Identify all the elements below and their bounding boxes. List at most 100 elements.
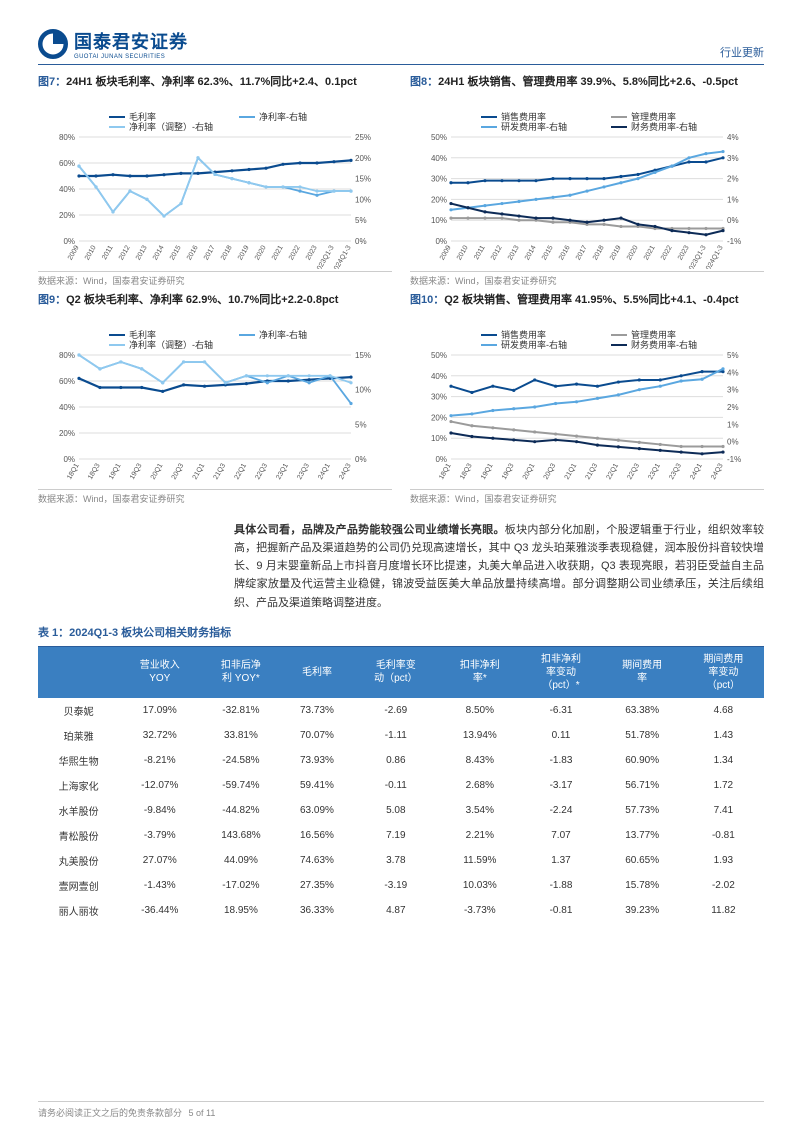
svg-text:-1%: -1%: [727, 237, 741, 246]
table-cell: -17.02%: [200, 873, 281, 898]
table-cell: 2.68%: [439, 773, 520, 798]
footer-disclaimer: 请务必阅读正文之后的免责条款部分: [38, 1108, 182, 1118]
table-cell: 7.41: [683, 798, 764, 823]
svg-text:20%: 20%: [431, 195, 447, 204]
svg-text:19Q1: 19Q1: [108, 462, 123, 480]
svg-text:1%: 1%: [727, 420, 739, 429]
table-header-cell: 扣非净利率变动（pct）*: [520, 646, 601, 698]
chart-source: 数据来源：Wind，国泰君安证券研究: [38, 271, 392, 287]
table-cell: 27.35%: [282, 873, 353, 898]
table-cell: 水羊股份: [38, 798, 119, 823]
svg-text:20Q3: 20Q3: [543, 462, 558, 480]
table-title: 表 1：2024Q1-3 板块公司相关财务指标: [38, 624, 764, 640]
table-row: 水羊股份-9.84%-44.82%63.09%5.083.54%-2.2457.…: [38, 798, 764, 823]
svg-text:80%: 80%: [59, 351, 75, 360]
table-cell: 63.09%: [282, 798, 353, 823]
table-cell: 13.77%: [602, 823, 683, 848]
svg-text:22Q1: 22Q1: [233, 462, 248, 480]
svg-text:40%: 40%: [431, 372, 447, 381]
svg-text:2011: 2011: [473, 244, 487, 261]
table-cell: 珀莱雅: [38, 723, 119, 748]
svg-text:2011: 2011: [101, 244, 115, 261]
svg-text:财务费用率-右轴: 财务费用率-右轴: [631, 121, 697, 132]
svg-text:23Q1: 23Q1: [647, 462, 662, 480]
table-cell: -2.02: [683, 873, 764, 898]
table-cell: 1.72: [683, 773, 764, 798]
table-cell: 143.68%: [200, 823, 281, 848]
svg-text:0%: 0%: [355, 237, 367, 246]
table-cell: 壹网壹创: [38, 873, 119, 898]
chart-title: 图8：24H1 板块销售、管理费用率 39.9%、5.8%同比+2.6、-0.5…: [410, 75, 764, 105]
table-row: 壹网壹创-1.43%-17.02%27.35%-3.1910.03%-1.881…: [38, 873, 764, 898]
table-cell: -0.81: [683, 823, 764, 848]
svg-text:21Q3: 21Q3: [213, 462, 228, 480]
table-row: 珀莱雅32.72%33.81%70.07%-1.1113.94%0.1151.7…: [38, 723, 764, 748]
svg-text:30%: 30%: [431, 175, 447, 184]
svg-text:毛利率: 毛利率: [129, 111, 156, 122]
svg-text:20%: 20%: [59, 211, 75, 220]
table-cell: -6.31: [520, 698, 601, 723]
svg-text:40%: 40%: [59, 185, 75, 194]
table-row: 丽人丽妆-36.44%18.95%36.33%4.87-3.73%-0.8139…: [38, 898, 764, 923]
svg-text:20Q1: 20Q1: [522, 462, 537, 480]
table-cell: 11.82: [683, 898, 764, 923]
table-cell: -3.17: [520, 773, 601, 798]
svg-text:5%: 5%: [355, 216, 367, 225]
svg-text:18Q3: 18Q3: [87, 462, 102, 480]
table-cell: -1.43%: [119, 873, 200, 898]
page-header: 国泰君安证券 GUOTAI JUNAN SECURITIES 行业更新: [38, 28, 764, 65]
table-row: 贝泰妮17.09%-32.81%73.73%-2.698.50%-6.3163.…: [38, 698, 764, 723]
svg-text:25%: 25%: [355, 133, 371, 142]
table-cell: 7.19: [352, 823, 439, 848]
table-cell: 3.78: [352, 848, 439, 873]
table-cell: 1.43: [683, 723, 764, 748]
table-cell: -1.83: [520, 748, 601, 773]
svg-text:15%: 15%: [355, 351, 371, 360]
svg-text:40%: 40%: [59, 403, 75, 412]
svg-text:研发费用率-右轴: 研发费用率-右轴: [501, 121, 567, 132]
svg-text:2012: 2012: [118, 244, 132, 261]
charts-row-1: 图7：24H1 板块毛利率、净利率 62.3%、11.7%同比+2.4、0.1p…: [38, 75, 764, 287]
svg-text:10%: 10%: [355, 386, 371, 395]
svg-text:19Q1: 19Q1: [480, 462, 495, 480]
table-cell: 3.54%: [439, 798, 520, 823]
table-header-cell: 扣非后净利 YOY*: [200, 646, 281, 698]
table-header-cell: 期间费用率: [602, 646, 683, 698]
table-cell: 27.07%: [119, 848, 200, 873]
table-cell: -3.73%: [439, 898, 520, 923]
table-header-row: 营业收入YOY扣非后净利 YOY*毛利率毛利率变动（pct）扣非净利率*扣非净利…: [38, 646, 764, 698]
svg-text:2018: 2018: [592, 244, 606, 261]
table-row: 丸美股份27.07%44.09%74.63%3.7811.59%1.3760.6…: [38, 848, 764, 873]
svg-text:20Q1: 20Q1: [150, 462, 165, 480]
table-cell: 5.08: [352, 798, 439, 823]
svg-text:21Q3: 21Q3: [585, 462, 600, 480]
svg-text:2015: 2015: [169, 244, 183, 261]
section-label: 行业更新: [720, 44, 764, 60]
svg-text:21Q1: 21Q1: [192, 462, 207, 480]
svg-text:21Q1: 21Q1: [564, 462, 579, 480]
page-footer: 请务必阅读正文之后的免责条款部分 5 of 11: [38, 1101, 764, 1119]
svg-text:0%: 0%: [63, 237, 75, 246]
table-cell: 51.78%: [602, 723, 683, 748]
svg-text:24Q1: 24Q1: [317, 462, 332, 480]
svg-text:18Q1: 18Q1: [438, 462, 453, 480]
table-cell: -24.58%: [200, 748, 281, 773]
svg-text:20%: 20%: [431, 413, 447, 422]
chart-title: 图10：Q2 板块销售、管理费用率 41.95%、5.5%同比+4.1、-0.4…: [410, 293, 764, 323]
svg-text:2019: 2019: [237, 244, 251, 261]
table-cell: -2.24: [520, 798, 601, 823]
financial-table: 营业收入YOY扣非后净利 YOY*毛利率毛利率变动（pct）扣非净利率*扣非净利…: [38, 646, 764, 923]
table-cell: -59.74%: [200, 773, 281, 798]
table-cell: 16.56%: [282, 823, 353, 848]
svg-text:2020: 2020: [254, 244, 268, 261]
paragraph-rest: 板块内部分化加剧，个股逻辑重于行业，组织效率较高，把握新产品及渠道趋势的公司仍兑…: [234, 524, 764, 609]
svg-text:3%: 3%: [727, 386, 739, 395]
table-cell: 1.37: [520, 848, 601, 873]
table-header-cell: 扣非净利率*: [439, 646, 520, 698]
table-row: 华熙生物-8.21%-24.58%73.93%0.868.43%-1.8360.…: [38, 748, 764, 773]
table-cell: 贝泰妮: [38, 698, 119, 723]
svg-text:2010: 2010: [84, 244, 98, 261]
table-cell: 70.07%: [282, 723, 353, 748]
svg-text:2013: 2013: [507, 244, 521, 261]
svg-text:24Q1: 24Q1: [689, 462, 704, 480]
